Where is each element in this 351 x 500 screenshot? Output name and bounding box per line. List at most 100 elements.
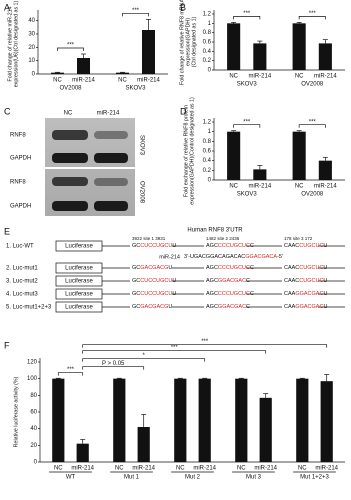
sequence: GCCUCCUGCUU [132,243,176,249]
sequence: AGCCCCUGCUCC [206,243,254,249]
sequence-part: AGC [206,265,218,271]
error-bar [257,40,263,44]
group-label: Mut 2 [185,475,201,481]
construct-label: 1. Luc-WT [6,244,34,250]
sequence: 3'-UGACGGACAGACACGGACGACA-5' [184,254,283,260]
y-tick-label: 1.2 [203,12,212,18]
significance-bracket [82,358,206,362]
group-label: Mut 1+2+3 [300,475,329,481]
sequence-part: CCCUGCUC [218,243,250,249]
sequence-part: GC [132,304,140,310]
significance-bracket [233,16,261,20]
sequence-part: -5' [277,254,283,260]
lane-label: miR-214 [97,111,120,117]
luciferase-label: Luciferase [65,266,93,272]
x-tick-label: NC [237,466,246,472]
luciferase-label: Luciferase [65,279,93,285]
group-label: WT [66,475,76,481]
sequence-part: GC [132,278,140,284]
bar [227,131,241,180]
group-label: SKOV3 [237,192,258,198]
y-tick-label: 30 [28,32,35,38]
luciferase-label: Luciferase [65,292,93,298]
bar [77,58,90,74]
sequence-part: C [250,291,254,297]
y-tick-label: 0 [32,72,36,78]
x-tick-label: miR-214 [72,78,95,84]
bar [76,443,89,462]
bar [318,160,332,180]
sequence: CAAGGACGACU [284,304,327,310]
sequence: AGCGGACGACC [206,278,250,284]
significance-label: *** [243,119,251,125]
group-label: SKOV3 [237,82,258,88]
y-tick-label: 0.2 [203,58,212,64]
sequence-part: GC [132,291,140,297]
site-label: 3922 site 1 3931 [132,236,166,241]
y-axis-label: Fold exchange of relative RNF8 protein [183,105,189,197]
sequence-part: GGACGAC [295,304,323,310]
y-tick-label: 1 [208,21,212,27]
bar [227,23,241,70]
significance-bracket [298,124,326,128]
group-label: Mut 1 [124,475,140,481]
significance-bracket [82,344,328,348]
significance-label: *** [67,367,75,373]
sequence-part: GGACGAC [295,291,323,297]
cell-line-label: SKOV3 [138,135,144,156]
y-tick-label: 0 [34,460,38,466]
significance-bracket [233,124,261,128]
diagram: 3922 site 1 3931 1482 site 2 2436 178 site… [6,236,345,313]
sequence: AGCGGACGACC [206,304,250,310]
bar [292,131,306,180]
panel-label: C [4,106,11,116]
sequence: AGCCCCUGCUCC [206,265,254,271]
sequence-part: C [250,265,254,271]
sequence-part: U [323,278,327,284]
sequence-part: CUGCUC [299,278,323,284]
sequence-part: C [250,243,254,249]
y-axis-label: expression(GAPDH) [185,18,191,66]
sequence-part: GACGACG [140,304,168,310]
bar [113,378,126,462]
x-tick-label: NC [176,466,185,472]
sequence: CAACCUGCUCU [284,278,327,284]
bar [198,378,211,462]
x-tick-label: NC [118,78,127,84]
x-tick-label: miR-214 [315,466,338,472]
luciferase-label: Luciferase [65,305,93,311]
y-tick-label: 0.2 [203,168,212,174]
y-axis-label: Fold change of relative RNF8 mRNA [179,0,185,85]
y-tick-label: 1.2 [203,120,212,126]
significance-label: *** [201,339,209,345]
group-label: OV2008 [59,86,82,92]
bar [116,72,129,74]
sequence-part: CUCCUGCU [140,278,172,284]
error-bar [141,414,147,427]
sequence: GCGACGACGU [132,304,172,310]
x-tick-label: NC [229,74,238,80]
x-tick-label: miR-214 [249,74,272,80]
x-tick-label: miR-214 [249,184,272,190]
bar [296,378,309,462]
error-bar [322,156,328,161]
blot-row-label: GAPDH [10,156,31,162]
x-tick-label: NC [53,78,62,84]
construct-label: 4. Luc-mut3 [6,292,38,298]
significance-bracket [57,47,84,51]
significance-label: *** [132,8,140,14]
x-tick-label: miR-214 [71,466,94,472]
y-tick-label: 0.6 [203,40,212,46]
sequence: AGCCCCUGCUCC [206,291,254,297]
sequence-part: U [172,243,176,249]
sequence-part: U [323,304,327,310]
sequence: CAACCUGCUCU [284,265,327,271]
sequence: GCGACGACGU [132,265,172,271]
x-tick-label: miR-214 [314,184,337,190]
site-label: 178 site 3 172 [284,236,313,241]
y-tick-label: 20 [30,443,37,449]
sequence-part: CUGCUC [299,265,323,271]
blot-row-label: RNF8 [10,180,26,186]
error-bar [80,439,86,444]
